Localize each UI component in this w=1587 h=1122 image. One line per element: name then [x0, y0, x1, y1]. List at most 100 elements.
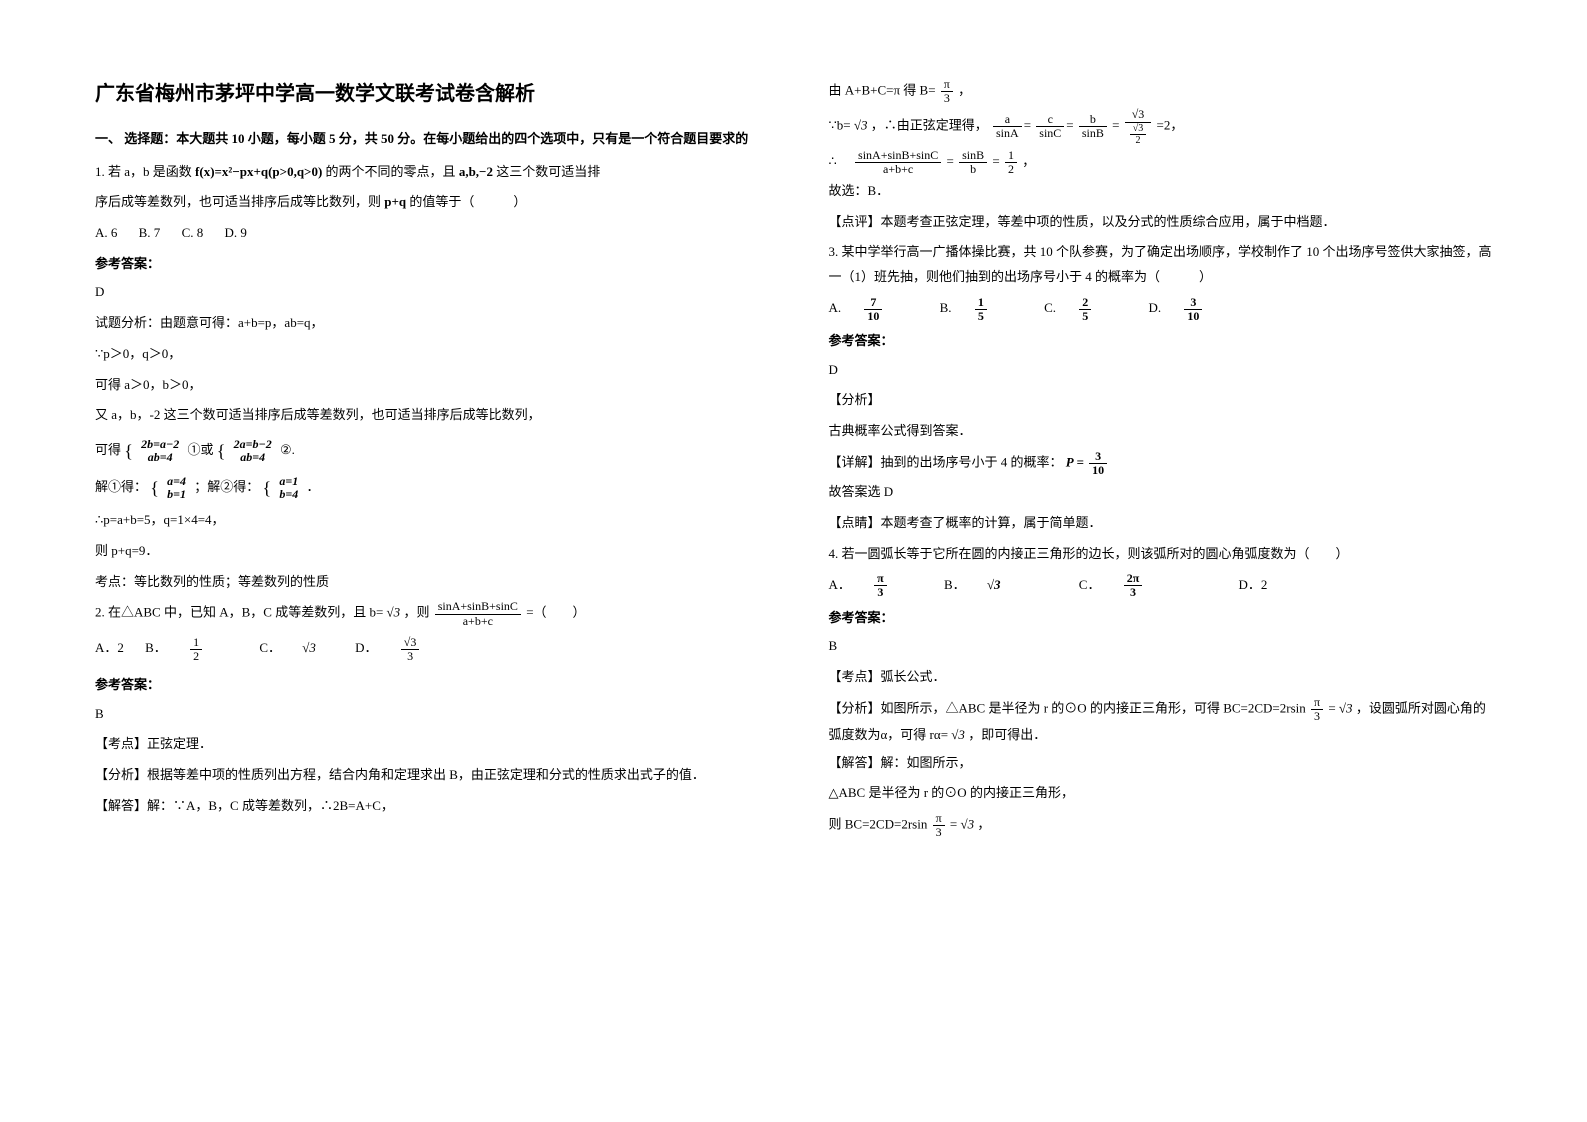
c2-rb-n: b — [1079, 113, 1107, 127]
q3-opt-c: C. 2 5 — [1044, 300, 1130, 315]
q1-ans: D — [95, 280, 759, 305]
brace-icon: { — [150, 478, 159, 498]
q3-p-eq: P = — [1066, 454, 1087, 469]
q3c-n: 2 — [1079, 296, 1091, 310]
q1-text-c: 这三个数可适当排 — [496, 164, 600, 179]
q1-solve-suf: ． — [307, 479, 320, 494]
q3c-pre: C. — [1044, 300, 1059, 315]
q4-fx: 【分析】如图所示，△ABC 是半径为 r 的⊙O 的内接正三角形，可得 BC=2… — [829, 696, 1493, 748]
q1-ans-label: 参考答案： — [95, 252, 759, 277]
q1-sys2b: ab=4 — [231, 451, 275, 464]
c2-l2a: ∵b= — [829, 118, 851, 133]
q2-fenxi: 【分析】根据等差中项的性质列出方程，结合内角和定理求出 B，由正弦定理和分式的性… — [95, 763, 759, 788]
q2-optd-pre: D． — [355, 640, 377, 655]
q2-optd-frac: √3 3 — [401, 636, 438, 663]
c2-ra: a sinA — [993, 113, 1022, 140]
c2-rc: c sinC — [1036, 113, 1064, 140]
q1-solve-pre1: 解①得： — [95, 479, 147, 494]
q2-opt-c: C． √3 — [259, 640, 337, 655]
q3a-d: 10 — [864, 310, 882, 323]
c2-l3v: 1 2 — [1005, 149, 1017, 176]
q4-ans-label: 参考答案： — [829, 606, 1493, 631]
q2-options: A．2 B． 1 2 C． √3 D． √3 3 — [95, 636, 759, 663]
c2-line1: 由 A+B+C=π 得 B= π 3 ， — [829, 78, 1493, 105]
q2-optb-pre: B． — [145, 640, 167, 655]
q3-p-n: 3 — [1089, 450, 1107, 464]
q2-optd-num: √3 — [401, 636, 420, 650]
q4c-d: 3 — [1124, 586, 1143, 599]
q3a-pre: A. — [829, 300, 845, 315]
q3b-n: 1 — [975, 296, 987, 310]
q3d-n: 3 — [1184, 296, 1202, 310]
q4-fx-d: 3 — [1311, 710, 1323, 723]
q1-solve: 解①得： { a=4 b=1 ；解②得： { a=1 b=4 ． — [95, 471, 759, 505]
q1-sys1b: ab=4 — [138, 451, 182, 464]
q2-expr: sinA+sinB+sinC a+b+c — [435, 600, 521, 627]
c2-l3r-d: b — [959, 163, 987, 176]
q3-xj-a: 【详解】抽到的出场序号小于 4 的概率： — [829, 454, 1063, 469]
c2-l3r-n: sinB — [959, 149, 987, 163]
q4b-val: √3 — [987, 577, 1001, 592]
q1-anal2: ∵p＞0，q＞0， — [95, 342, 759, 367]
q2-optd-den: 3 — [401, 650, 420, 663]
q4-jd3-c: ， — [977, 817, 990, 832]
q4-jd3: 则 BC=2CD=2rsin π 3 = √3 ， — [829, 812, 1493, 839]
q3c-frac: 2 5 — [1079, 296, 1109, 323]
q1-stem: 1. 若 a，b 是函数 f(x)=x²−px+q(p>0,q>0) 的两个不同… — [95, 160, 759, 185]
q4-opt-a: A． π 3 — [829, 577, 926, 592]
q3-ans: D — [829, 358, 1493, 383]
q4c-frac: 2π 3 — [1124, 572, 1161, 599]
left-column: 广东省梅州市茅坪中学高一数学文联考试卷含解析 一、 选择题：本大题共 10 小题… — [95, 75, 759, 1082]
brace-icon: { — [217, 441, 226, 461]
c2-l3l: sinA+sinB+sinC a+b+c — [855, 149, 941, 176]
c2-pi3-num: π — [941, 78, 953, 92]
q2-opt-a: A．2 — [95, 640, 124, 655]
q3-options: A. 7 10 B. 1 5 C. 2 5 D. 3 10 — [829, 296, 1493, 323]
q4a-d: 3 — [874, 586, 887, 599]
q1-sol1: a=4 b=1 — [164, 475, 189, 501]
q1-opt-d: D. 9 — [224, 225, 246, 240]
q4a-frac: π 3 — [874, 572, 905, 599]
c2-l3v-d: 2 — [1005, 163, 1017, 176]
c2-l2b: ，∴由正弦定理得， — [871, 118, 988, 133]
q3c-d: 5 — [1079, 310, 1091, 323]
c2-l1b: ， — [958, 83, 971, 98]
q1-sys-pre: 可得 — [95, 442, 121, 457]
q4b-pre: B． — [944, 577, 966, 592]
c2-gx: 故选：B． — [829, 179, 1493, 204]
q1-sys-mid: ①或 — [188, 442, 217, 457]
brace-icon: { — [124, 441, 133, 461]
q1-sys1: 2b=a−2 ab=4 — [138, 438, 182, 464]
q1-sol2: a=1 b=4 — [276, 475, 301, 501]
c2-l3mid: = — [947, 153, 958, 168]
q2-text-c: =（ ） — [526, 605, 585, 620]
c2-rb: b sinB — [1079, 113, 1107, 140]
q2-optc-val: √3 — [302, 640, 316, 655]
q4-opt-b: B． √3 — [944, 577, 1022, 592]
q4-fx-sqrt3: √3 — [1339, 700, 1353, 715]
q1-sys2a: 2a=b−2 — [231, 438, 275, 451]
c2-rv-n: √3 — [1125, 108, 1152, 122]
q2-expr-num: sinA+sinB+sinC — [435, 600, 521, 614]
q2-ans: B — [95, 702, 759, 727]
q1-line2a: 序后成等差数列，也可适当排序后成等比数列，则 — [95, 194, 384, 209]
q1-opt-a: A. 6 — [95, 225, 117, 240]
q1-sol2b: b=4 — [276, 488, 301, 501]
q3-opt-d: D. 3 10 — [1148, 300, 1238, 315]
q1-options: A. 6 B. 7 C. 8 D. 9 — [95, 221, 759, 246]
q1-solve-mid: ；解②得： — [194, 479, 259, 494]
q4-jd3-n: π — [933, 812, 945, 826]
q1-sol1b: b=1 — [164, 488, 189, 501]
q4-kd: 【考点】弧长公式． — [829, 665, 1493, 690]
q3a-n: 7 — [864, 296, 882, 310]
q1-pq: p+q — [384, 194, 406, 209]
q2-ans-label: 参考答案： — [95, 673, 759, 698]
c2-rv-dd: 2 — [1130, 135, 1147, 146]
c2-rv: √3 √3 2 — [1125, 108, 1152, 145]
q1-anal1: 试题分析：由题意可得：a+b=p，ab=q， — [95, 311, 759, 336]
q2-jieda: 【解答】解：∵A，B，C 成等差数列，∴2B=A+C， — [95, 794, 759, 819]
q4-fx-a: 【分析】如图所示，△ABC 是半径为 r 的⊙O 的内接正三角形，可得 BC=2… — [829, 700, 1310, 715]
q3d-d: 10 — [1184, 310, 1202, 323]
c2-rv-dn: √3 — [1130, 123, 1147, 135]
brace-icon: { — [263, 478, 272, 498]
